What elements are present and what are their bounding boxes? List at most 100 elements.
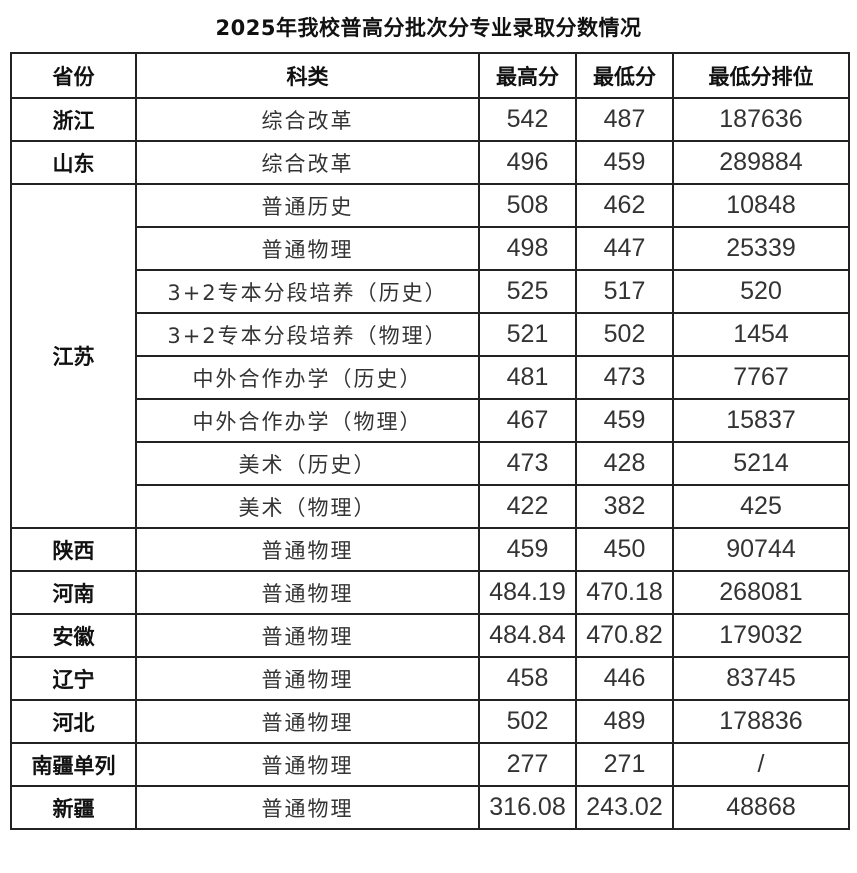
max-score-cell: 521	[478, 312, 577, 357]
max-score-cell: 458	[478, 656, 577, 701]
category-cell: 普通物理	[135, 742, 480, 787]
min-score-cell: 382	[575, 484, 674, 529]
max-score-cell: 277	[478, 742, 577, 787]
table-row: 美术（物理） 422 382 425	[11, 484, 850, 529]
max-score-cell: 481	[478, 355, 577, 400]
min-score-cell: 517	[575, 269, 674, 314]
category-cell: 综合改革	[135, 140, 480, 185]
province-cell: 陕西	[10, 527, 137, 572]
category-cell: 美术（历史）	[135, 441, 480, 486]
max-score-cell: 484.84	[478, 613, 577, 658]
min-rank-cell: 178836	[672, 699, 850, 744]
province-cell: 山东	[10, 140, 137, 185]
category-cell: 普通物理	[135, 785, 480, 830]
category-cell: 普通物理	[135, 699, 480, 744]
category-cell: 美术（物理）	[135, 484, 480, 529]
table-row: 江苏 普通历史 508 462 10848	[10, 183, 850, 529]
category-cell: 中外合作办学（历史）	[135, 355, 480, 400]
province-cell: 南疆单列	[10, 742, 137, 787]
min-rank-cell: 5214	[672, 441, 850, 486]
category-cell: 普通物理	[135, 613, 480, 658]
min-score-cell: 243.02	[575, 785, 674, 830]
min-rank-cell: 520	[672, 269, 850, 314]
max-score-cell: 508	[478, 183, 577, 228]
table-row: 中外合作办学（物理） 467 459 15837	[11, 398, 850, 443]
header-min-score: 最低分	[575, 52, 674, 99]
max-score-cell: 542	[478, 97, 577, 142]
table-row: 陕西 普通物理 459 450 90744	[10, 527, 850, 572]
min-score-cell: 470.82	[575, 613, 674, 658]
max-score-cell: 316.08	[478, 785, 577, 830]
min-score-cell: 428	[575, 441, 674, 486]
header-row: 省份 科类 最高分 最低分 最低分排位	[10, 52, 850, 99]
header-category: 科类	[135, 52, 480, 99]
min-rank-cell: 289884	[672, 140, 850, 185]
header-min-rank: 最低分排位	[672, 52, 850, 99]
min-rank-cell: /	[672, 742, 850, 787]
min-score-cell: 459	[575, 398, 674, 443]
province-cell: 河北	[10, 699, 137, 744]
page-title: 2025年我校普高分批次分专业录取分数情况	[215, 16, 642, 40]
table-row: 南疆单列 普通物理 277 271/	[10, 742, 850, 787]
max-score-cell: 502	[478, 699, 577, 744]
min-rank-cell: 83745	[672, 656, 850, 701]
category-cell: 综合改革	[135, 97, 480, 142]
table-row: 浙江 综合改革 542 487 187636	[10, 97, 850, 142]
min-rank-cell: 7767	[672, 355, 850, 400]
table-row: 安徽 普通物理 484.84 470.82 179032	[10, 613, 850, 658]
min-rank-cell: 10848	[672, 183, 850, 228]
min-score-cell: 489	[575, 699, 674, 744]
admission-scores-table: 省份 科类 最高分 最低分 最低分排位 浙江 综合改革 542 487 187636 山东…	[10, 52, 850, 830]
max-score-cell: 473	[478, 441, 577, 486]
min-rank-cell: 1454	[672, 312, 850, 357]
province-cell: 辽宁	[10, 656, 137, 701]
min-score-cell: 502	[575, 312, 674, 357]
max-score-cell: 422	[478, 484, 577, 529]
min-score-cell: 473	[575, 355, 674, 400]
province-cell: 安徽	[10, 613, 137, 658]
max-score-cell: 498	[478, 226, 577, 271]
table-row: 辽宁 普通物理 458 446 83745	[10, 656, 850, 701]
category-cell: 普通物理	[135, 570, 480, 615]
min-rank-cell: 268081	[672, 570, 850, 615]
province-cell: 江苏	[10, 183, 137, 529]
category-cell: 普通历史	[135, 183, 480, 228]
max-score-cell: 496	[478, 140, 577, 185]
category-cell: 3+2专本分段培养（物理）	[135, 312, 480, 357]
header-province: 省份	[10, 52, 137, 99]
min-score-cell: 271	[575, 742, 674, 787]
table-row: 美术（历史） 473 428 5214	[11, 441, 850, 486]
table-row: 3+2专本分段培养（物理） 521 502 1454	[11, 312, 850, 357]
max-score-cell: 484.19	[478, 570, 577, 615]
min-score-cell: 459	[575, 140, 674, 185]
max-score-cell: 459	[478, 527, 577, 572]
min-rank-cell: 425	[672, 484, 850, 529]
table-row: 3+2专本分段培养（历史） 525 517 520	[11, 269, 850, 314]
category-cell: 3+2专本分段培养（历史）	[135, 269, 480, 314]
table-row: 山东 综合改革 496 459 289884	[10, 140, 850, 185]
table-row: 中外合作办学（历史） 481 473 7767	[11, 355, 850, 400]
min-score-cell: 446	[575, 656, 674, 701]
min-rank-cell: 90744	[672, 527, 850, 572]
min-score-cell: 487	[575, 97, 674, 142]
header-max-score: 最高分	[478, 52, 577, 99]
province-cell: 新疆	[10, 785, 137, 830]
min-rank-cell: 179032	[672, 613, 850, 658]
min-rank-cell: 48868	[672, 785, 850, 830]
min-score-cell: 470.18	[575, 570, 674, 615]
province-cell: 浙江	[10, 97, 137, 142]
min-rank-cell: 25339	[672, 226, 850, 271]
min-score-cell: 450	[575, 527, 674, 572]
min-score-cell: 462	[575, 183, 674, 228]
table-row: 普通物理 498 447 25339	[11, 226, 850, 271]
max-score-cell: 525	[478, 269, 577, 314]
province-cell: 河南	[10, 570, 137, 615]
table-row: 新疆 普通物理 316.08 243.02 48868	[10, 785, 850, 830]
min-rank-cell: 187636	[672, 97, 850, 142]
category-cell: 普通物理	[135, 226, 480, 271]
min-rank-cell: 15837	[672, 398, 850, 443]
table-row: 河北 普通物理 502 489 178836	[10, 699, 850, 744]
table-row: 河南 普通物理 484.19 470.18 268081	[10, 570, 850, 615]
category-cell: 普通物理	[135, 656, 480, 701]
category-cell: 普通物理	[135, 527, 480, 572]
